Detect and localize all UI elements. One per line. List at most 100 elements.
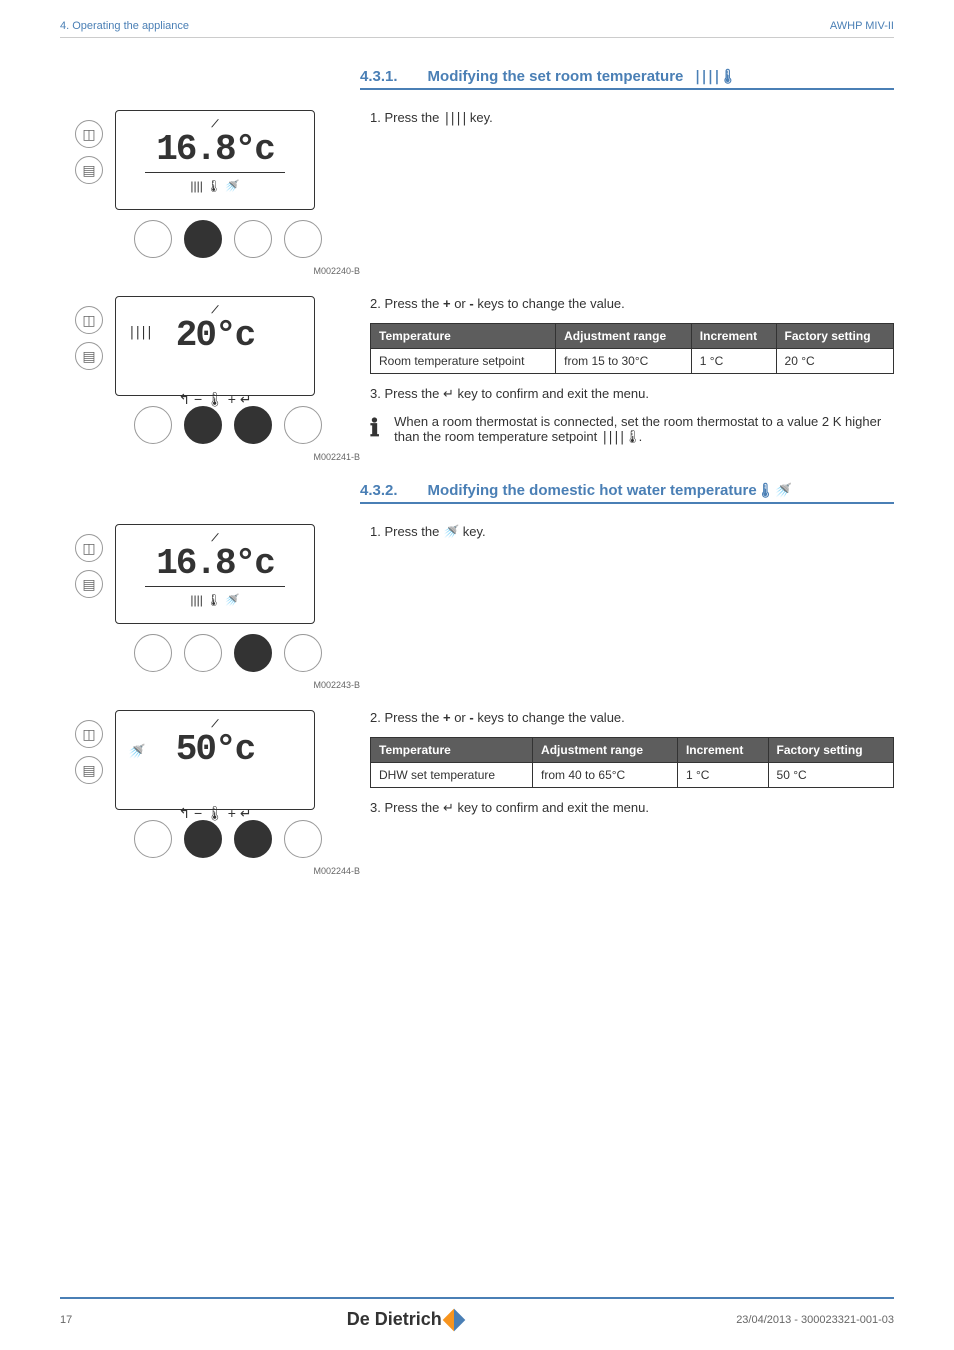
tap-left-icon: 🚿	[128, 743, 145, 760]
th-increment: Increment	[677, 738, 768, 763]
document-ref: 23/04/2013 - 300023321-001-03	[736, 1314, 894, 1326]
temp-display-3: 16.8°c	[145, 546, 285, 587]
td-range: from 40 to 65°C	[533, 763, 678, 788]
button-row-3	[115, 634, 340, 672]
table-1: Temperature Adjustment range Increment F…	[370, 323, 894, 374]
display-panel-4: 🚿 ⟋ 50°c ↰ − 🌡 + ↵	[115, 710, 315, 810]
nav-btn	[134, 220, 172, 258]
display-bottom-row-2: ↰ − 🌡 + ↵	[124, 391, 306, 408]
header-right: AWHP MIV-II	[830, 20, 894, 32]
td-increment: 1 °C	[691, 349, 776, 374]
nav-btn-active	[184, 406, 222, 444]
step-1-3: 3. Press the ↵ key to confirm and exit t…	[370, 386, 894, 402]
panel-side-buttons-4: ◫ ▤	[75, 720, 103, 784]
logo-diamond-icon	[442, 1308, 465, 1331]
display-panel-2: |||| ⟋ 20°c ↰ − 🌡 + ↵	[115, 296, 315, 396]
list-icon-btn: ▤	[75, 156, 103, 184]
content-row-2: ◫ ▤ |||| ⟋ 20°c ↰ − 🌡 + ↵	[60, 296, 894, 462]
nav-btn	[284, 820, 322, 858]
panel-side-buttons-3: ◫ ▤	[75, 534, 103, 598]
header-divider	[60, 37, 894, 38]
table-row: DHW set temperature from 40 to 65°C 1 °C…	[371, 763, 894, 788]
nav-btn	[284, 220, 322, 258]
button-row-4	[115, 820, 340, 858]
temp-display-4: 50°c	[145, 732, 285, 772]
display-bottom-icons-1: |||| 🌡 🚿	[190, 179, 239, 193]
cube-icon-btn: ◫	[75, 120, 103, 148]
header-left: 4. Operating the appliance	[60, 20, 189, 32]
nav-btn-active	[234, 634, 272, 672]
th-factory: Factory setting	[776, 324, 893, 349]
nav-btn	[284, 634, 322, 672]
image-ref-1: M002240-B	[60, 266, 360, 276]
page-number: 17	[60, 1314, 72, 1326]
radiator-left-icon: ||||	[128, 325, 151, 340]
section-title-text-1: Modifying the set room temperature	[428, 68, 684, 85]
image-ref-2: M002241-B	[60, 452, 360, 462]
nav-btn	[184, 634, 222, 672]
panel-side-buttons-1: ◫ ▤	[75, 120, 103, 184]
nav-btn	[134, 406, 172, 444]
th-factory: Factory setting	[768, 738, 893, 763]
nav-btn-active	[184, 220, 222, 258]
cube-icon-btn: ◫	[75, 534, 103, 562]
display-panel-3: ⟋ 16.8°c |||| 🌡 🚿	[115, 524, 315, 624]
radiator-key-icon: ||||	[443, 111, 466, 126]
section-underline-1	[360, 88, 894, 90]
content-row-3: ◫ ▤ ⟋ 16.8°c |||| 🌡 🚿 M002243-B 1. Press…	[60, 524, 894, 690]
display-bottom-icons-3: |||| 🌡 🚿	[190, 593, 239, 607]
table-row: Room temperature setpoint from 15 to 30°…	[371, 349, 894, 374]
content-row-4: ◫ ▤ 🚿 ⟋ 50°c ↰ − 🌡 + ↵	[60, 710, 894, 876]
thermometer-tap-icon: 🌡🚿	[757, 482, 792, 499]
image-ref-3: M002243-B	[60, 680, 360, 690]
info-icon: ℹ	[370, 414, 379, 443]
td-factory: 50 °C	[768, 763, 893, 788]
section-underline-2	[360, 502, 894, 504]
step-1-2: 2. Press the + or - keys to change the v…	[370, 296, 894, 311]
cube-icon-btn: ◫	[75, 306, 103, 334]
th-temperature: Temperature	[371, 324, 556, 349]
th-range: Adjustment range	[556, 324, 692, 349]
th-range: Adjustment range	[533, 738, 678, 763]
brand-logo: De Dietrich	[347, 1309, 462, 1330]
td-increment: 1 °C	[677, 763, 768, 788]
table-2: Temperature Adjustment range Increment F…	[370, 737, 894, 788]
info-block-1: ℹ When a room thermostat is connected, s…	[370, 414, 894, 445]
content-row-1: ◫ ▤ ⟋ 16.8°c |||| 🌡 🚿 M002240-B 1. Press…	[60, 110, 894, 276]
section-number-2: 4.3.2.	[360, 482, 398, 499]
footer-divider	[60, 1297, 894, 1299]
nav-btn-active	[234, 820, 272, 858]
td-temp-label: DHW set temperature	[371, 763, 533, 788]
page-footer: 17 De Dietrich 23/04/2013 - 300023321-00…	[60, 1297, 894, 1330]
section-title-1: 4.3.1. Modifying the set room temperatur…	[360, 68, 894, 85]
list-icon-btn: ▤	[75, 756, 103, 784]
display-bottom-row-4: ↰ − 🌡 + ↵	[124, 805, 306, 822]
display-panel-1: ⟋ 16.8°c |||| 🌡 🚿	[115, 110, 315, 210]
radiator-thermometer-icon: ||||🌡	[693, 69, 735, 85]
temp-display-2: 20°c	[145, 318, 285, 358]
temp-display-1: 16.8°c	[145, 132, 285, 173]
td-range: from 15 to 30°C	[556, 349, 692, 374]
page-header: 4. Operating the appliance AWHP MIV-II	[60, 20, 894, 32]
button-row-1	[115, 220, 340, 258]
section-number-1: 4.3.1.	[360, 68, 398, 85]
panel-side-buttons-2: ◫ ▤	[75, 306, 103, 370]
step-1-1: 1. Press the |||| key.	[370, 110, 894, 126]
nav-btn	[234, 220, 272, 258]
nav-btn	[134, 820, 172, 858]
th-increment: Increment	[691, 324, 776, 349]
info-text-1: When a room thermostat is connected, set…	[394, 414, 894, 445]
cube-icon-btn: ◫	[75, 720, 103, 748]
td-factory: 20 °C	[776, 349, 893, 374]
radiator-thermo-icon: ||||🌡	[601, 430, 639, 445]
section-title-2: 4.3.2. Modifying the domestic hot water …	[360, 482, 894, 499]
list-icon-btn: ▤	[75, 570, 103, 598]
step-2-3: 3. Press the ↵ key to confirm and exit t…	[370, 800, 894, 816]
image-ref-4: M002244-B	[60, 866, 360, 876]
step-2-2: 2. Press the + or - keys to change the v…	[370, 710, 894, 725]
nav-btn	[284, 406, 322, 444]
button-row-2	[115, 406, 340, 444]
nav-btn-active	[234, 406, 272, 444]
section-title-text-2: Modifying the domestic hot water tempera…	[428, 482, 792, 499]
list-icon-btn: ▤	[75, 342, 103, 370]
